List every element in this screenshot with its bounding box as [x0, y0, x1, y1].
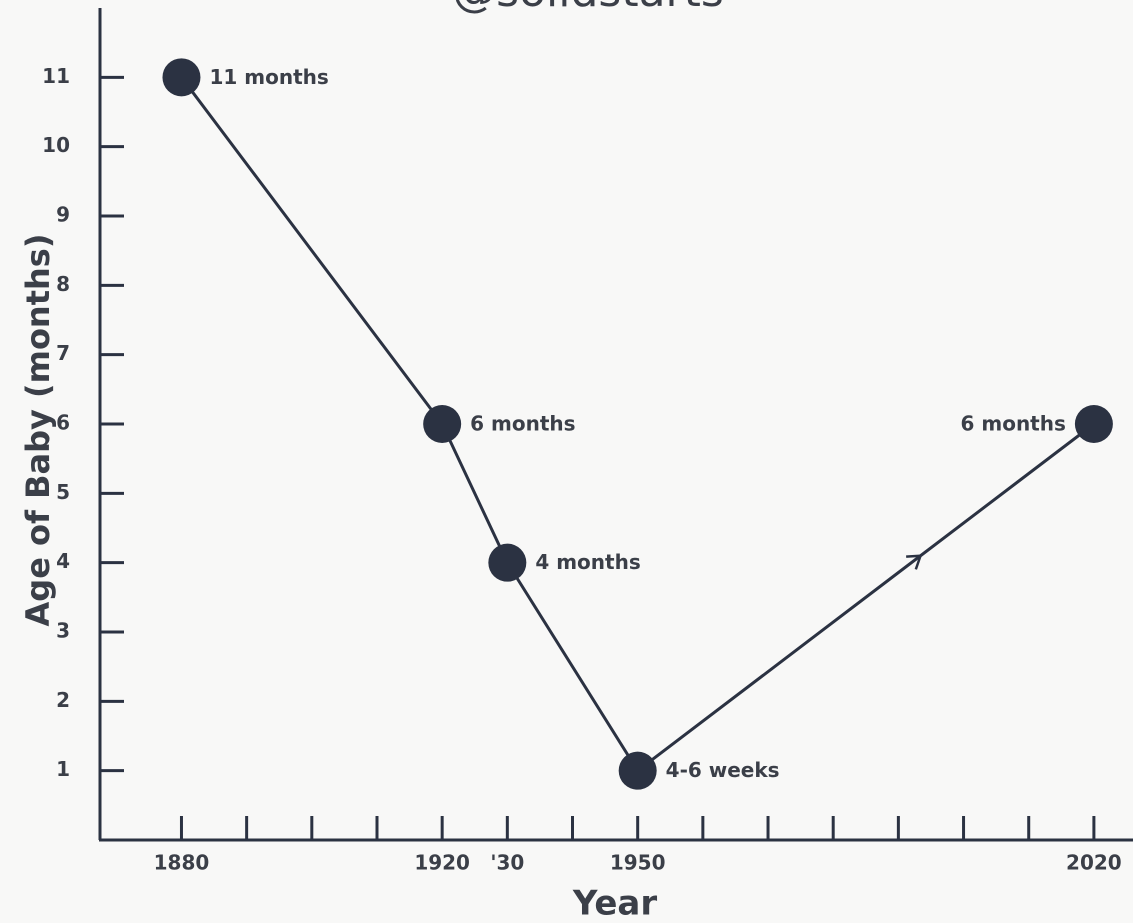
point — [423, 405, 462, 443]
x-tick-label: 1950 — [610, 851, 666, 875]
y-tick-label: 2 — [56, 688, 70, 712]
y-tick-label: 4 — [56, 549, 70, 573]
y-tick-label: 6 — [56, 411, 70, 435]
x-tick-label: 1920 — [414, 851, 470, 875]
value-label: 6 months — [960, 412, 1065, 436]
x-tick-label: '30 — [490, 851, 524, 875]
y-tick-label: 1 — [56, 757, 70, 781]
x-tick-label: 2020 — [1066, 851, 1122, 875]
value-label: 4-6 weeks — [666, 758, 780, 782]
x-tick-label: 1880 — [154, 851, 210, 875]
line — [180, 76, 1095, 773]
y-tick-label: 3 — [56, 619, 70, 643]
x-axis-label: Year — [572, 884, 658, 923]
point — [618, 751, 657, 790]
y-tick-label: 7 — [56, 341, 70, 365]
point — [1074, 405, 1113, 443]
value-label: 11 months — [209, 65, 328, 89]
y-tick-label: 11 — [42, 64, 70, 88]
value-label: 6 months — [470, 412, 575, 436]
direction-arrow — [906, 554, 923, 570]
y-tick-label: 5 — [56, 480, 70, 504]
y-tick-label: 9 — [56, 203, 70, 227]
y-tick-label: 10 — [42, 133, 70, 157]
value-label: 4 months — [535, 550, 640, 574]
y-tick-label: 8 — [56, 272, 70, 296]
point — [488, 543, 527, 582]
y-axis-label: Age of Baby (months) — [19, 234, 57, 627]
chart-title: @solidstarts — [452, 0, 724, 17]
point — [162, 58, 201, 97]
